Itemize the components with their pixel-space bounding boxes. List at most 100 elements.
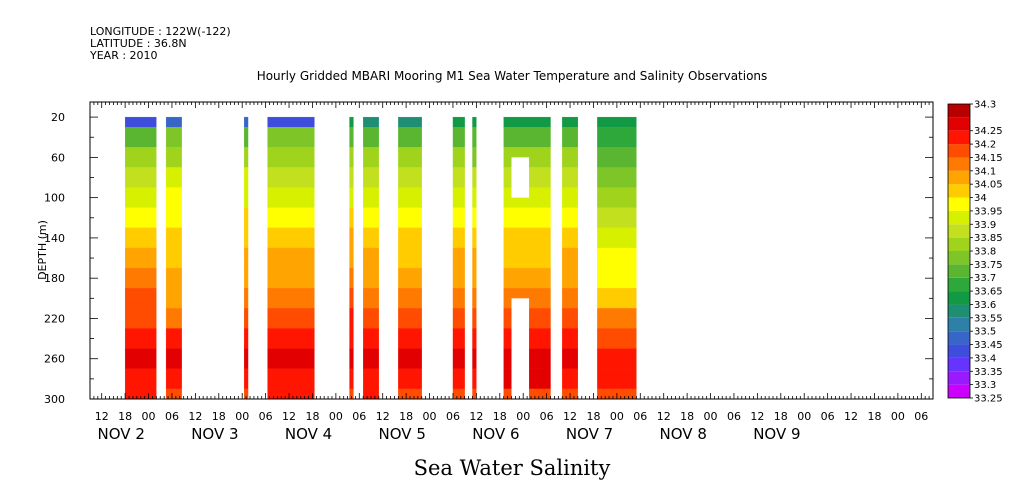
data-segment [398, 116, 422, 400]
salinity-cell [124, 116, 157, 128]
x-day-label: NOV 6 [472, 425, 519, 443]
salinity-cell [165, 167, 182, 188]
salinity-cell [267, 288, 315, 309]
colorbar-label: 33.7 [974, 273, 996, 284]
salinity-cell [244, 288, 249, 309]
y-tick-label: 60 [51, 151, 65, 164]
x-tick-label: 06 [914, 410, 928, 423]
colorbar-label: 33.55 [974, 313, 1003, 324]
salinity-cell [562, 147, 578, 168]
salinity-cell [363, 147, 379, 168]
salinity-cell [452, 187, 465, 208]
salinity-cell [165, 147, 182, 168]
salinity-cell [165, 187, 182, 208]
salinity-cell [267, 187, 315, 208]
salinity-cell [452, 308, 465, 329]
x-day-label: NOV 8 [660, 425, 707, 443]
x-tick-label: 18 [212, 410, 226, 423]
x-tick-label: 12 [282, 410, 296, 423]
salinity-cell [349, 147, 354, 168]
salinity-cell [165, 127, 182, 148]
salinity-cell [398, 187, 422, 208]
salinity-cell [124, 207, 157, 229]
y-tick-label: 300 [44, 393, 65, 406]
salinity-cell [562, 328, 578, 349]
colorbar-label: 34.1 [974, 166, 996, 177]
x-tick-label: 12 [188, 410, 202, 423]
salinity-cell [124, 288, 157, 309]
salinity-cell [452, 267, 465, 289]
salinity-cell [244, 247, 249, 269]
colorbar-label: 33.75 [974, 260, 1003, 271]
salinity-cell [124, 127, 157, 148]
salinity-cell [472, 207, 477, 229]
salinity-cell [597, 116, 637, 128]
colorbar-label: 34.25 [974, 126, 1003, 137]
salinity-cell [398, 348, 422, 369]
x-tick-label: 00 [610, 410, 624, 423]
salinity-cell [363, 116, 379, 128]
salinity-cell [363, 247, 379, 269]
colorbar-swatch [948, 224, 970, 238]
salinity-cell [562, 167, 578, 188]
salinity-cell [597, 187, 637, 208]
salinity-cell [124, 167, 157, 188]
salinity-cell [244, 368, 249, 390]
salinity-cell [124, 247, 157, 269]
x-tick-label: 18 [399, 410, 413, 423]
salinity-cell [165, 227, 182, 249]
missing-block [511, 157, 530, 198]
chart-title: Hourly Gridded MBARI Mooring M1 Sea Wate… [257, 69, 768, 83]
salinity-cell [244, 167, 249, 188]
salinity-cell [452, 348, 465, 369]
salinity-cell [244, 348, 249, 369]
salinity-cell [472, 116, 477, 128]
colorbar-label: 33.45 [974, 340, 1003, 351]
salinity-cell [124, 368, 157, 390]
x-tick-label: 06 [352, 410, 366, 423]
colorbar-swatch [948, 344, 970, 358]
data-segment [165, 116, 182, 400]
salinity-cell [363, 227, 379, 249]
salinity-cell [363, 308, 379, 329]
salinity-cell [244, 227, 249, 249]
salinity-cell [472, 288, 477, 309]
salinity-cell [267, 348, 315, 369]
salinity-cell [244, 328, 249, 349]
salinity-cell [503, 227, 551, 249]
colorbar-swatch [948, 264, 970, 278]
salinity-cell [503, 127, 551, 148]
x-tick-label: 00 [329, 410, 343, 423]
x-tick-label: 12 [657, 410, 671, 423]
colorbar-swatch [948, 237, 970, 251]
x-tick-label: 12 [563, 410, 577, 423]
colorbar-swatch [948, 331, 970, 345]
salinity-cell [452, 328, 465, 349]
salinity-cell [349, 328, 354, 349]
y-tick-label: 220 [44, 312, 65, 325]
data-segment [472, 116, 477, 400]
colorbar-swatch [948, 251, 970, 265]
salinity-cell [363, 267, 379, 289]
longitude-label: LONGITUDE : 122W(-122) [90, 25, 231, 38]
colorbar-label: 33.3 [974, 380, 996, 391]
salinity-cell [472, 267, 477, 289]
colorbar-swatch [948, 130, 970, 145]
salinity-cell [398, 247, 422, 269]
salinity-cell [267, 227, 315, 249]
salinity-cell [597, 288, 637, 309]
salinity-cell [597, 308, 637, 329]
salinity-cell [244, 267, 249, 289]
salinity-cell [452, 207, 465, 229]
salinity-cell [562, 368, 578, 390]
salinity-cell [267, 328, 315, 349]
colorbar-swatch [948, 117, 970, 131]
salinity-cell [165, 348, 182, 369]
colorbar-swatch [948, 144, 970, 158]
salinity-cell [349, 267, 354, 289]
x-tick-label: 00 [516, 410, 530, 423]
salinity-cell [267, 147, 315, 168]
salinity-cell [452, 247, 465, 269]
salinity-cell [349, 368, 354, 390]
x-axis: 12 18 00 06 12 18 00 06 12 18 00 06 12 18 00 06 12 18 00 06… [89, 102, 934, 443]
